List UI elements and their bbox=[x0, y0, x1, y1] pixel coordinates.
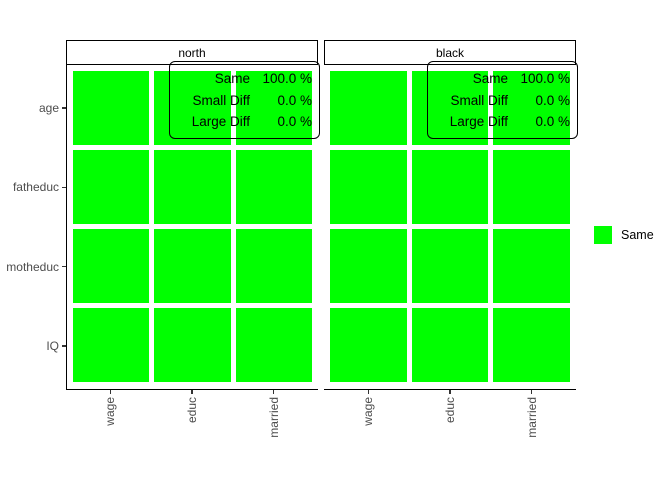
tile bbox=[411, 71, 489, 145]
x-axis-black: wage educ married bbox=[324, 390, 576, 438]
x-axis-label-married: married bbox=[524, 397, 539, 438]
annotation-value: 0.0 % bbox=[277, 92, 312, 108]
annotation-label: Small Diff bbox=[450, 92, 508, 108]
x-axis-label-wage: wage bbox=[361, 397, 376, 426]
tile bbox=[411, 308, 489, 382]
y-axis-label-age: age bbox=[38, 101, 59, 116]
annotation-line: Small Diff 0.0 % bbox=[434, 93, 570, 108]
y-axis-row: age bbox=[0, 71, 66, 145]
facet-title: black bbox=[435, 45, 464, 60]
tile-grid bbox=[330, 71, 570, 382]
x-axis-col: married bbox=[493, 390, 570, 438]
annotation-value: 100.0 % bbox=[520, 70, 570, 86]
x-axis-label-married: married bbox=[266, 397, 281, 438]
y-tick bbox=[62, 265, 66, 268]
annotation-value: 100.0 % bbox=[262, 70, 312, 86]
facet-strip-black: black bbox=[324, 40, 576, 65]
legend-key-same bbox=[594, 226, 612, 244]
facet-black: black Same 100.0 % bbox=[324, 40, 578, 438]
y-axis-row: IQ bbox=[0, 309, 66, 383]
tile bbox=[154, 308, 231, 382]
tile bbox=[235, 229, 312, 303]
y-axis-label-motheduc: motheduc bbox=[6, 259, 59, 274]
tile bbox=[235, 71, 312, 145]
annotation-value: 0.0 % bbox=[277, 114, 312, 130]
annotation-line: Large Diff 0.0 % bbox=[434, 114, 570, 129]
legend: Same bbox=[594, 226, 654, 244]
tile bbox=[154, 229, 231, 303]
facet-panel-black: Same 100.0 % Small Diff 0.0 % Large Diff… bbox=[324, 61, 578, 390]
y-axis-label-iq: IQ bbox=[46, 338, 59, 353]
y-axis: age fatheduc motheduc IQ bbox=[0, 65, 66, 390]
annotation-line: Large Diff 0.0 % bbox=[176, 114, 312, 129]
facet-title: north bbox=[178, 45, 206, 60]
tile bbox=[493, 308, 570, 382]
y-axis-row: fatheduc bbox=[0, 150, 66, 224]
tile bbox=[330, 308, 407, 382]
annotation-line: Same 100.0 % bbox=[176, 71, 312, 86]
y-axis-label-fatheduc: fatheduc bbox=[12, 180, 59, 195]
annotation-label: Large Diff bbox=[191, 114, 250, 130]
facet-panel-north: Same 100.0 % Small Diff 0.0 % Large Diff… bbox=[66, 61, 320, 390]
tile bbox=[154, 150, 231, 224]
tile bbox=[411, 150, 489, 224]
tile bbox=[235, 308, 312, 382]
x-axis-north: wage educ married bbox=[66, 390, 318, 438]
facet-strip-north: north bbox=[66, 40, 318, 65]
legend-label-same: Same bbox=[621, 228, 654, 242]
tile bbox=[411, 229, 489, 303]
tile bbox=[73, 150, 150, 224]
annotation-box: Same 100.0 % Small Diff 0.0 % Large Diff… bbox=[427, 61, 578, 139]
annotation-label: Small Diff bbox=[192, 92, 250, 108]
tile bbox=[330, 229, 407, 303]
y-tick bbox=[62, 345, 66, 347]
tile bbox=[73, 71, 150, 145]
x-axis-label-educ: educ bbox=[184, 397, 199, 424]
x-axis-col: wage bbox=[330, 390, 407, 438]
x-tick bbox=[449, 390, 451, 394]
tile bbox=[235, 150, 312, 224]
tile bbox=[330, 150, 407, 224]
x-tick bbox=[530, 390, 533, 394]
x-tick bbox=[367, 390, 370, 394]
x-axis-col: married bbox=[235, 390, 312, 438]
x-axis-label-wage: wage bbox=[103, 397, 118, 426]
annotation-line: Same 100.0 % bbox=[434, 71, 570, 86]
annotation-box: Same 100.0 % Small Diff 0.0 % Large Diff… bbox=[169, 61, 320, 139]
tile bbox=[73, 308, 150, 382]
tile bbox=[73, 229, 150, 303]
tile bbox=[154, 71, 231, 145]
annotation-label: Same bbox=[214, 70, 250, 86]
annotation-value: 0.0 % bbox=[535, 114, 570, 130]
tile bbox=[330, 71, 407, 145]
x-axis-col: educ bbox=[154, 390, 231, 438]
tile bbox=[493, 71, 570, 145]
y-axis-row: motheduc bbox=[0, 230, 66, 304]
x-tick bbox=[191, 390, 193, 394]
annotation-label: Same bbox=[472, 70, 508, 86]
annotation-label: Large Diff bbox=[449, 114, 508, 130]
facet-north: north Same 100.0 % bbox=[66, 40, 320, 438]
y-tick bbox=[62, 186, 66, 189]
x-axis-col: educ bbox=[412, 390, 489, 438]
annotation-value: 0.0 % bbox=[535, 92, 570, 108]
x-tick bbox=[272, 390, 275, 394]
x-axis-label-educ: educ bbox=[442, 397, 457, 424]
tile bbox=[493, 229, 570, 303]
tile bbox=[493, 150, 570, 224]
annotation-line: Small Diff 0.0 % bbox=[176, 93, 312, 108]
x-axis-col: wage bbox=[72, 390, 149, 438]
y-tick bbox=[62, 107, 66, 109]
tile-grid bbox=[73, 71, 312, 382]
x-tick bbox=[109, 390, 112, 394]
